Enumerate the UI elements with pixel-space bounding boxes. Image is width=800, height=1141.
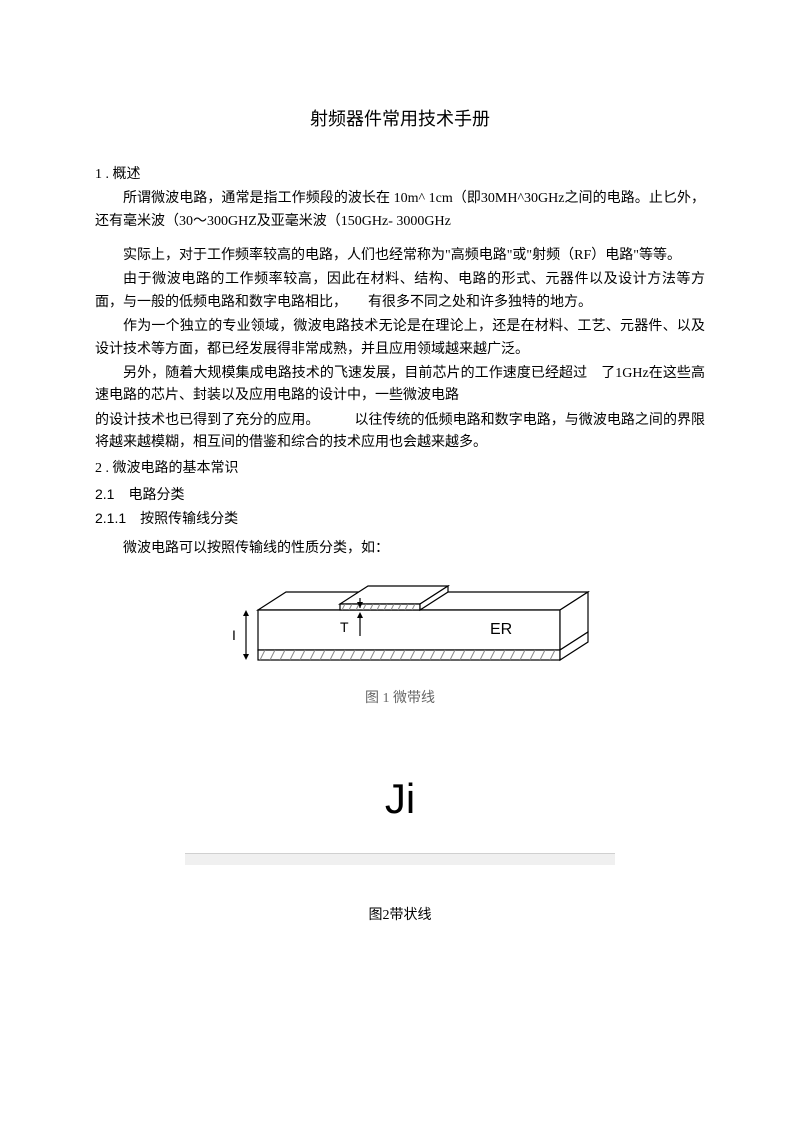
paragraph-2: 实际上，对于工作频率较高的电路，人们也经常称为"高频电路"或"射频（RF）电路"… — [95, 245, 705, 267]
figure-1-container: T I ER 图 1 微带线 — [95, 572, 705, 710]
section-2-1-heading: 2.1 电路分类 — [95, 483, 705, 505]
paragraph-4: 作为一个独立的专业领域，微波电路技术无论是在理论上，还是在材料、工艺、元器件、以… — [95, 316, 705, 361]
figure-1-caption: 图 1 微带线 — [95, 688, 705, 710]
ji-placeholder-text: Ji — [95, 765, 705, 832]
paragraph-5: 另外，随着大规模集成电路技术的飞速发展，目前芯片的工作速度已经超过 了1GHz在… — [95, 363, 705, 408]
label-T: T — [340, 619, 349, 635]
paragraph-6: 的设计技术也已得到了充分的应用。 以往传统的低频电路和数字电路，与微波电路之间的… — [95, 410, 705, 455]
microstrip-diagram: T I ER — [210, 572, 590, 682]
paragraph-7: 微波电路可以按照传输线的性质分类，如： — [95, 538, 705, 560]
section-2-heading: 2 . 微波电路的基本常识 — [95, 458, 705, 480]
paragraph-1: 所谓微波电路，通常是指工作频段的波长在 10m^ 1cm（即30MH^30GHz… — [95, 188, 705, 233]
label-I: I — [232, 627, 236, 643]
section-2-1-1-heading: 2.1.1 按照传输线分类 — [95, 507, 705, 529]
figure-2-caption: 图2带状线 — [95, 905, 705, 927]
label-ER: ER — [490, 621, 512, 638]
page-title: 射频器件常用技术手册 — [95, 105, 705, 134]
stripline-rect — [185, 853, 615, 865]
paragraph-3: 由于微波电路的工作频率较高，因此在材料、结构、电路的形式、元器件以及设计方法等方… — [95, 269, 705, 314]
section-1-heading: 1 . 概述 — [95, 164, 705, 186]
